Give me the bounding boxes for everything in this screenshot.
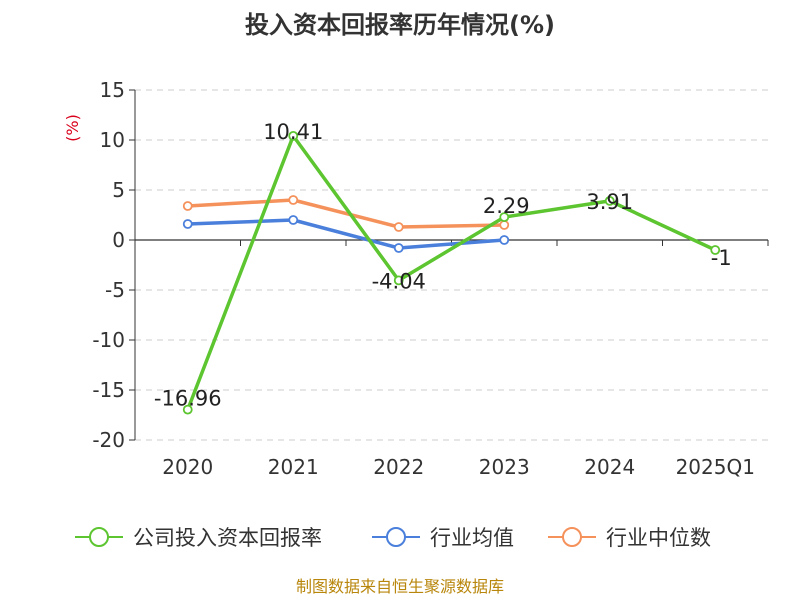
data-labels: -16.96 10.41 -4.04 2.29 3.91 -1	[154, 120, 732, 411]
legend-label: 行业均值	[430, 526, 514, 550]
y-tick-label: 5	[112, 178, 125, 202]
y-tick-label: 0	[112, 228, 125, 252]
data-point	[288, 195, 299, 205]
y-tick-label: 15	[100, 78, 125, 102]
y-tick-label: -15	[92, 378, 125, 402]
axes: 15 10 5 0 -5 -10 -15 -20 2020 2021 2022 2023 2024 202…	[92, 78, 769, 479]
data-label: 10.41	[263, 120, 323, 144]
legend-marker	[89, 527, 109, 547]
series-line	[187, 198, 505, 229]
x-tick-label: 2022	[373, 455, 424, 479]
series-line	[187, 218, 505, 250]
data-point	[499, 212, 510, 223]
legend-marker	[562, 527, 582, 547]
data-point	[288, 130, 299, 141]
data-label: -16.96	[154, 387, 222, 411]
data-point	[499, 235, 510, 245]
x-tick-label: 2021	[268, 455, 319, 479]
data-point	[182, 201, 193, 211]
data-point	[393, 222, 404, 232]
series-lines	[182, 130, 721, 415]
legend-label: 行业中位数	[606, 526, 711, 550]
series-line	[186, 134, 716, 411]
data-label: -1	[711, 246, 732, 270]
x-tick-label: 2025Q1	[676, 455, 755, 479]
data-point	[393, 243, 404, 253]
x-tick-label: 2024	[584, 455, 635, 479]
chart-title: 投入资本回报率历年情况(%)	[245, 11, 555, 39]
data-label: -4.04	[372, 269, 426, 293]
data-label: 2.29	[483, 194, 530, 218]
y-tick-label: -10	[92, 328, 125, 352]
grid-lines	[135, 89, 768, 441]
y-axis-unit: (%)	[63, 114, 82, 142]
data-point	[182, 219, 193, 229]
data-point	[710, 245, 721, 255]
y-tick-label: 10	[100, 128, 125, 152]
legend: 公司投入资本回报率 行业均值 行业中位数	[75, 526, 711, 550]
source-footer: 制图数据来自恒生聚源数据库	[296, 577, 504, 596]
x-tick-label: 2020	[162, 455, 213, 479]
legend-label: 公司投入资本回报率	[133, 526, 322, 550]
data-label: 3.91	[586, 190, 633, 214]
data-point	[288, 215, 299, 225]
data-point	[393, 275, 404, 286]
data-point	[604, 195, 615, 206]
y-tick-label: -5	[105, 278, 125, 302]
y-tick-label: -20	[92, 428, 125, 452]
data-point	[182, 404, 193, 415]
data-point	[499, 220, 510, 230]
x-tick-label: 2023	[479, 455, 530, 479]
legend-marker	[386, 527, 406, 547]
